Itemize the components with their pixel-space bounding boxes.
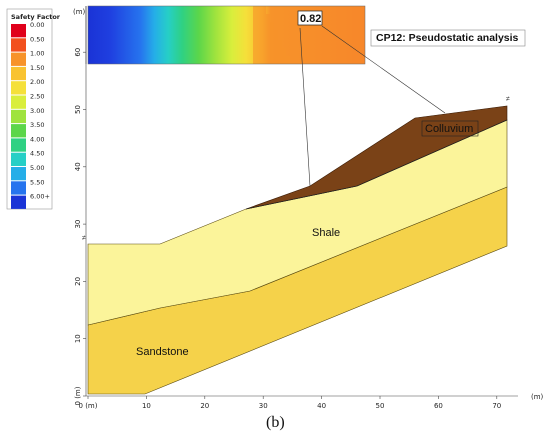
legend-label: 2.00 [30,78,44,86]
legend-label: 6.00+ [30,193,50,201]
legend-swatch [11,24,26,38]
legend-swatch [11,167,26,181]
left-boundary-marker: ≠ [82,235,86,242]
x-tick-label: 70 [492,402,501,410]
legend-label: 1.50 [30,64,44,72]
right-boundary-marker: ≠ [506,96,510,103]
legend-swatch [11,109,26,124]
legend-title: Safety Factor [11,13,61,21]
legend-swatch [11,152,26,166]
safety-factor-callout: 0.82 [297,10,323,26]
legend-swatch [11,52,26,66]
legend-label: 4.00 [30,135,44,143]
x-tick-label: 30 [259,402,268,410]
x-tick-label: 0 (m) [79,402,98,410]
legend-label: 4.50 [30,150,44,158]
y-tick-label: 50 [74,105,82,114]
safety-factor-value: 0.82 [300,13,321,25]
legend-swatch [11,195,26,209]
x-tick-label: 60 [434,402,443,410]
legend-label: 1.00 [30,50,44,58]
y-tick-label: 40 [74,162,82,171]
shale-label: Shale [312,227,340,239]
x-tick-label: 40 [317,402,326,410]
legend-swatch [11,181,26,195]
legend-swatch [11,95,26,109]
legend-label: 2.50 [30,93,44,101]
legend-label: 5.50 [30,178,44,186]
slip-surface [245,119,508,210]
legend-swatch [11,81,26,95]
figure-caption: (b) [266,414,285,431]
legend-label: 3.00 [30,107,44,115]
legend-swatch [11,66,26,81]
y-tick-label: 20 [74,277,82,286]
legend-label: 0.00 [30,21,44,29]
x-tick-label: 50 [376,402,385,410]
x-tick-label: 20 [200,402,209,410]
safety-factor-grid [87,5,366,65]
analysis-title-box: CP12: Pseudostatic analysis [370,29,526,47]
y-tick-label: 0 (m) [74,386,82,405]
safety-factor-legend: Safety Factor 0.00 0.50 1.00 1.50 2.00 2.50 3.… [6,8,61,210]
sandstone-label: Sandstone [136,346,189,358]
legend-label: 3.50 [30,121,44,129]
callout-line-right [321,25,446,114]
x-axis-unit: (m) [531,393,544,401]
main-axes: 0 (m) 10 20 30 40 50 60 0 (m) 10 20 30 40 50 60 70 (m… [74,6,544,410]
x-tick-label: 10 [142,402,151,410]
callout-line-left [299,27,311,187]
legend-swatch [11,124,26,138]
legend-swatch [11,38,26,52]
analysis-title: CP12: Pseudostatic analysis [376,32,519,44]
y-tick-label: 10 [74,334,82,343]
legend-label: 5.00 [30,164,44,172]
y-tick-label: 60 [74,48,82,57]
colluvium-label: Colluvium [425,123,473,135]
legend-swatch [11,138,26,152]
y-tick-label: 30 [74,220,82,229]
slope-model: Colluvium Shale Sandstone ≠ ≠ [82,25,510,395]
legend-label: 0.50 [30,35,44,43]
y-axis-unit-top: (m) [73,8,86,16]
